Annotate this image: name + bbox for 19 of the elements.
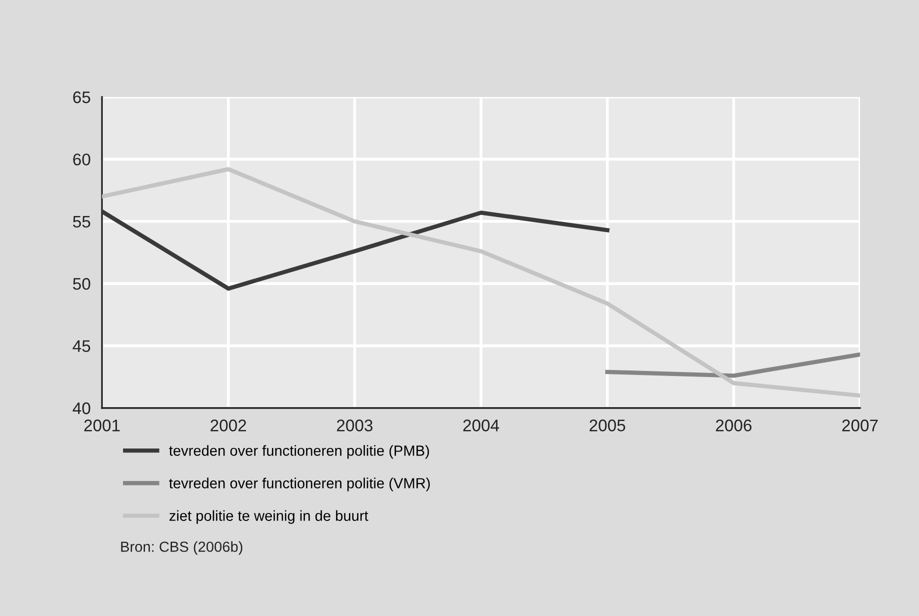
y-tick-label: 65: [73, 91, 90, 104]
y-tick-label: 60: [73, 154, 90, 166]
legend-label: tevreden over functioneren politie (PMB): [169, 445, 429, 459]
legend-label: tevreden over functioneren politie (VMR): [169, 478, 430, 492]
legend-label: ziet politie te weinig in de buurt: [169, 510, 368, 524]
y-tick-label: 50: [73, 278, 90, 290]
line-series: [102, 167, 860, 398]
x-tick-label: 2006: [716, 420, 752, 432]
x-tick-label: 2001: [84, 420, 120, 432]
line-series: [102, 209, 610, 291]
x-tick-label: 2007: [842, 420, 878, 432]
x-tick-label: 2002: [210, 420, 246, 432]
text: Bron: CBS (2006b): [121, 541, 242, 555]
x-tick-label: 2003: [336, 420, 372, 432]
y-tick-label: 55: [73, 216, 90, 228]
y-tick-label: 45: [72, 340, 90, 352]
y-tick-label: 40: [72, 402, 90, 414]
x-tick-label: 2004: [463, 420, 500, 432]
x-tick-label: 2005: [590, 420, 626, 432]
